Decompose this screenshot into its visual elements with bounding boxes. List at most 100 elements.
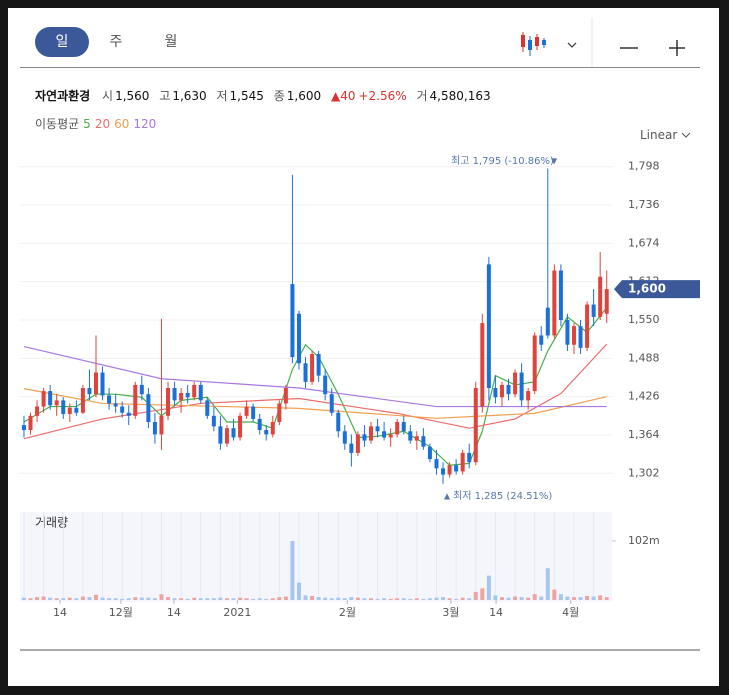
volume-bar (198, 598, 203, 600)
ma-legend-entry[interactable]: 5 (83, 117, 91, 131)
volume-bar (552, 589, 557, 600)
volume-bar (67, 597, 72, 600)
candle-body (185, 392, 190, 398)
divider (20, 67, 700, 68)
volume-bar (395, 598, 400, 600)
volume-value: 4,580,163 (429, 89, 491, 103)
chart-type-button[interactable] (521, 32, 546, 56)
volume-bar (585, 595, 590, 600)
volume-bar (303, 595, 308, 600)
volume-bar (179, 598, 184, 600)
volume-bar (172, 598, 177, 600)
volume-bar (100, 597, 105, 600)
volume-bar (87, 597, 92, 600)
volume-bar (558, 594, 563, 600)
candle-body (133, 384, 138, 416)
candle-body (270, 422, 275, 435)
candle-body (382, 431, 387, 438)
x-tick-label: 14 (167, 606, 181, 619)
volume-bar (382, 598, 387, 600)
candle-body (434, 459, 439, 469)
candle-body (408, 431, 413, 441)
change: 40 (340, 89, 356, 103)
tab-day[interactable]: 일 (35, 27, 89, 57)
y-tick-label: 1,302 (628, 466, 660, 479)
low-label: 저 (216, 89, 228, 103)
candle-body (513, 372, 518, 395)
scale-label: Linear (640, 128, 678, 142)
candle-body (499, 384, 504, 398)
candle-body (48, 391, 53, 406)
volume-bar (460, 597, 465, 600)
volume-bar (408, 598, 413, 600)
candle-body (329, 394, 334, 413)
volume-bar (133, 597, 138, 600)
volume-bar (565, 596, 570, 600)
dropdown-chevron[interactable] (567, 42, 577, 48)
candle-body (179, 392, 184, 401)
y-tick-label: 1,550 (628, 313, 660, 326)
tab-month[interactable]: 월 (164, 34, 178, 50)
candle-body (257, 418, 262, 431)
scale-dropdown[interactable]: Linear (640, 128, 691, 142)
y-tick-label: 1,426 (628, 390, 660, 403)
candle-body (355, 434, 360, 453)
volume-bar (270, 598, 275, 600)
tab-week[interactable]: 주 (109, 34, 123, 50)
volume-bar (231, 598, 236, 600)
volume-bar (454, 598, 459, 600)
volume-bar (166, 597, 171, 600)
volume-bar (342, 598, 347, 600)
candle-body (375, 426, 380, 432)
ma-legend-title: 이동평균 (35, 117, 80, 131)
volume-bar (467, 598, 472, 600)
y-tick-label: 1,736 (628, 198, 660, 211)
ma-line (23, 345, 607, 408)
zoom-in[interactable] (669, 40, 685, 56)
chevron (681, 132, 691, 138)
candle-body (192, 384, 197, 398)
volume-bar (290, 540, 295, 600)
min-arrow: ▲ (444, 492, 451, 501)
candle-body (67, 407, 72, 414)
volume-bar (414, 598, 419, 600)
toolbar-icons (521, 18, 685, 68)
volume-bar (604, 597, 609, 600)
candle-body (283, 388, 288, 404)
candle-body (120, 406, 125, 413)
candle-body (532, 335, 537, 392)
x-tick-label: 3월 (442, 606, 459, 619)
y-tick-label: 1,798 (628, 160, 660, 173)
candle-body (303, 363, 308, 382)
ma-legend-entry[interactable]: 20 (94, 117, 111, 131)
candle-body (54, 400, 59, 406)
candle-body (480, 323, 485, 407)
ma-line (23, 307, 608, 466)
volume-bar (401, 598, 406, 600)
x-tick-label: 4월 (562, 606, 579, 619)
ma-legend-entry[interactable]: 120 (133, 117, 157, 131)
ma-legend-entry[interactable]: 60 (114, 117, 130, 131)
volume-bar (545, 568, 550, 600)
quote-info: 자연과환경 시 1,560 고 1,630 저 1,545 종 1,600 ▲40 +2.… (35, 87, 497, 104)
y-tick-label: 1,488 (628, 351, 660, 364)
min-annotation: 최저 1,285 (24.51%) (453, 490, 552, 502)
candle-body (539, 335, 544, 345)
close-value: 1,600 (286, 89, 322, 103)
candle-body (369, 426, 374, 441)
candle-body (395, 422, 400, 435)
volume-bar (355, 597, 360, 600)
volume-bar (473, 591, 478, 600)
volume-bar (264, 598, 269, 600)
volume-bar (152, 598, 157, 600)
x-tick-label: 12월 (109, 606, 133, 619)
candle-body (159, 415, 164, 435)
volume-bar (571, 597, 576, 600)
volume-bar (513, 596, 518, 600)
volume-bar (107, 598, 112, 600)
candle-body (571, 326, 576, 345)
candle-body (231, 428, 236, 438)
volume-bar (139, 597, 144, 600)
open-label: 시 (102, 89, 114, 103)
